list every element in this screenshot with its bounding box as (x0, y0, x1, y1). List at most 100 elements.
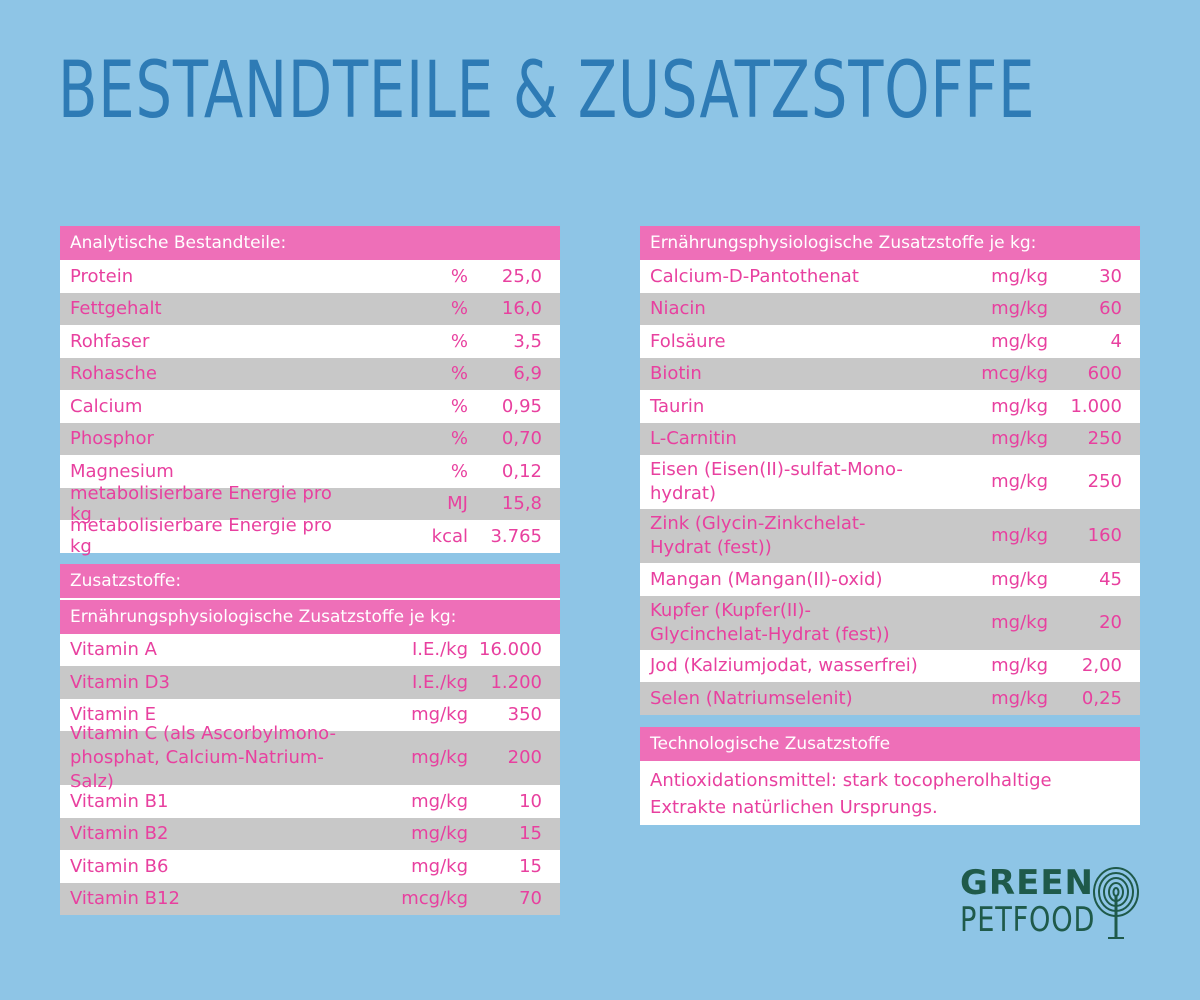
table-row: Mangan (Mangan(II)-oxid) mg/kg 45 (640, 563, 1140, 596)
row-unit: mg/kg (411, 790, 468, 812)
row-name: Vitamin A (70, 639, 157, 661)
row-name: Magnesium (70, 460, 174, 482)
table-row: Vitamin B1 mg/kg 10 (60, 785, 560, 818)
row-value: 6,9 (513, 363, 542, 385)
row-name: Vitamin B1 (70, 790, 169, 812)
table-row: Fettgehalt% 16,0 (60, 292, 560, 325)
table-row: Selen (Natriumselenit) mg/kg 0,25 (640, 682, 1140, 715)
row-value: 600 (1087, 363, 1122, 385)
row-value: 250 (1087, 471, 1122, 492)
table-row: Zink (Glycin-Zinkchelat-Hydrat (fest)) mg… (640, 509, 1140, 563)
row-name: Mangan (Mangan(II)-oxid) (650, 568, 883, 590)
row-value: 160 (1087, 525, 1122, 546)
row-name: Jod (Kalziumjodat, wasserfrei) (650, 655, 918, 677)
row-value: 0,95 (501, 395, 542, 417)
row-unit: mg/kg (991, 471, 1048, 492)
table-row: Vitamin D3 I.E./kg 1.200 (60, 666, 560, 699)
row-name: Kupfer (Kupfer(II)-Glycinchelat-Hydrat (… (650, 599, 890, 645)
fingerprint-tree-icon (1093, 867, 1139, 939)
row-unit: mg/kg (991, 265, 1048, 287)
row-value: 45 (1099, 568, 1122, 590)
table-row: Calcium-D-Pantothenat mg/kg 30 (640, 260, 1140, 293)
row-name: Rohasche (70, 363, 157, 385)
row-value: 350 (507, 704, 542, 726)
table-row: metabolisierbare Energie pro kg MJ 15,8 (60, 483, 560, 525)
row-unit: % (450, 428, 468, 450)
row-name: Zink (Glycin-Zinkchelat-Hydrat (fest)) (650, 513, 866, 558)
ernaehrung-header: Ernährungsphysiologische Zusatzstoffe je… (640, 226, 1140, 260)
row-unit: kcal (431, 525, 468, 547)
row-name: Taurin (650, 395, 705, 417)
row-value: 1.000 (1070, 395, 1122, 417)
row-value: 16.000 (479, 639, 542, 661)
page-title: Bestandteile & Zusatzstoffe (58, 46, 1036, 136)
row-value: 250 (1087, 428, 1122, 450)
logo-line2: PETFOOD (960, 900, 1096, 940)
row-unit: % (450, 265, 468, 287)
row-name: Vitamin C (als Ascorbylmono-phosphat, Ca… (70, 723, 336, 792)
table-row: Phosphor% 0,70 (60, 422, 560, 455)
row-name: Selen (Natriumselenit) (650, 687, 853, 709)
row-name: Folsäure (650, 330, 726, 352)
table-row: Niacin mg/kg 60 (640, 292, 1140, 325)
row-value: 4 (1110, 330, 1122, 352)
row-unit: % (450, 363, 468, 385)
right-column: Ernährungsphysiologische Zusatzstoffe je… (640, 226, 1140, 825)
ernaehrung-table: Calcium-D-Pantothenat mg/kg 30 Niacin mg/kg 6… (640, 260, 1140, 715)
row-name: Calcium (70, 395, 143, 417)
table-row: metabolisierbare Energie pro kg kcal 3.765 (60, 515, 560, 557)
row-name: Vitamin D3 (70, 671, 170, 693)
row-unit: mg/kg (991, 687, 1048, 709)
row-value: 2,00 (1081, 655, 1122, 677)
row-value: 3.765 (490, 525, 542, 547)
row-unit: mg/kg (991, 568, 1048, 590)
table-row: Eisen (Eisen(II)-sulfat-Mono-hydrat) mg/k… (640, 455, 1140, 509)
row-value: 25,0 (501, 265, 542, 287)
row-name: L-Carnitin (650, 428, 737, 450)
row-name: metabolisierbare Energie pro kg (70, 515, 332, 558)
row-name: Protein (70, 265, 134, 287)
row-value: 20 (1099, 611, 1122, 633)
row-value: 3,5 (513, 330, 542, 352)
row-value: 15,8 (501, 493, 542, 515)
table-row: Folsäure mg/kg 4 (640, 325, 1140, 358)
left-column: Analytische Bestandteile: Protein% 25,0 Fe… (60, 226, 560, 915)
table-row: Magnesium% 0,12 (60, 455, 560, 488)
row-unit: mg/kg (991, 611, 1048, 633)
row-unit: mg/kg (991, 525, 1048, 546)
row-value: 1.200 (490, 671, 542, 693)
table-row: Vitamin A I.E./kg 16.000 (60, 633, 560, 666)
row-name: Fettgehalt (70, 298, 162, 320)
row-name: metabolisierbare Energie pro kg (70, 482, 332, 525)
row-name: Vitamin B2 (70, 823, 169, 845)
zusatzstoffe-header: Zusatzstoffe: (60, 563, 560, 598)
row-value: 30 (1099, 265, 1122, 287)
zusatzstoffe-table: Vitamin A I.E./kg 16.000 Vitamin D3 I.E./kg 1… (60, 633, 560, 915)
table-row: Calcium% 0,95 (60, 390, 560, 423)
row-unit: mg/kg (411, 823, 468, 845)
row-name: Vitamin B12 (70, 888, 180, 910)
row-unit: % (450, 460, 468, 482)
analytische-header: Analytische Bestandteile: (60, 226, 560, 260)
row-unit: mg/kg (411, 855, 468, 877)
row-value: 15 (519, 823, 542, 845)
row-name: Eisen (Eisen(II)-sulfat-Mono-hydrat) (650, 459, 903, 504)
row-name: Vitamin E (70, 704, 157, 726)
row-unit: mg/kg (991, 298, 1048, 320)
zusatzstoffe-subheader: Ernährungsphysiologische Zusatzstoffe je… (60, 599, 560, 634)
row-unit: mcg/kg (981, 363, 1048, 385)
row-name: Phosphor (70, 428, 154, 450)
row-unit: mg/kg (991, 655, 1048, 677)
table-row: Kupfer (Kupfer(II)-Glycinchelat-Hydrat (… (640, 595, 1140, 650)
table-row: Vitamin B12 mcg/kg 70 (60, 882, 560, 915)
row-value: 0,70 (501, 428, 542, 450)
row-unit: I.E./kg (411, 671, 468, 693)
table-row: Taurin mg/kg 1.000 (640, 390, 1140, 423)
row-unit: mg/kg (991, 395, 1048, 417)
row-unit: mg/kg (991, 428, 1048, 450)
row-value: 200 (507, 747, 542, 768)
table-row: Rohfaser% 3,5 (60, 325, 560, 358)
row-name: Niacin (650, 298, 706, 320)
table-row: L-Carnitin mg/kg 250 (640, 422, 1140, 455)
row-unit: mg/kg (411, 747, 468, 768)
